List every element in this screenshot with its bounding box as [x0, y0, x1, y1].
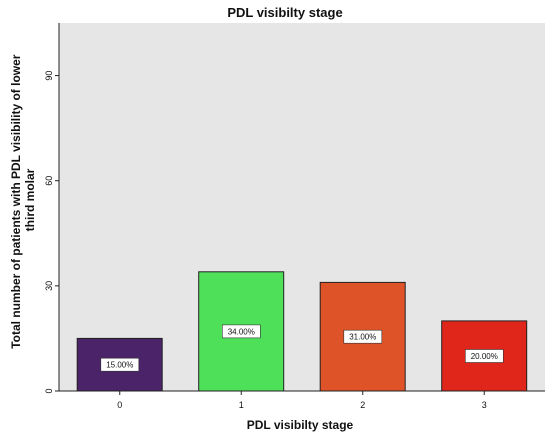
y-tick-label-60: 60 [44, 176, 54, 186]
x-tick-label-2: 2 [360, 400, 365, 410]
y-tick-label-90: 90 [44, 71, 54, 81]
data-label-0: 15.00% [106, 361, 133, 370]
data-label-3: 20.00% [471, 352, 498, 361]
data-label-box-1 [222, 324, 261, 339]
y-tick-label-0: 0 [44, 388, 54, 393]
data-label-box-0 [100, 357, 140, 372]
data-label-box-2 [343, 329, 383, 344]
x-axis-label: PDL visibilty stage [247, 418, 354, 432]
y-axis-label-line-2: third molar [23, 168, 37, 231]
y-tick-label-30: 30 [44, 281, 54, 291]
x-tick-label-3: 3 [482, 400, 487, 410]
y-axis-label: Total number of patients with PDL visibi… [9, 51, 37, 349]
y-ticks-group: 0 30 60 90 [44, 71, 59, 394]
chart-title: PDL visibilty stage [227, 5, 342, 20]
data-label-box-3 [464, 349, 504, 363]
x-tick-label-1: 1 [239, 400, 244, 410]
data-label-2: 31.00% [349, 333, 376, 342]
x-ticks-group: 0 1 2 3 [117, 391, 487, 410]
bars-group: 15.00% 34.00% 31.00% 20.00% [76, 271, 528, 392]
x-tick-label-0: 0 [117, 400, 122, 410]
y-axis-label-line-1: Total number of patients with PDL visibi… [9, 54, 23, 349]
data-label-1: 34.00% [228, 327, 255, 336]
